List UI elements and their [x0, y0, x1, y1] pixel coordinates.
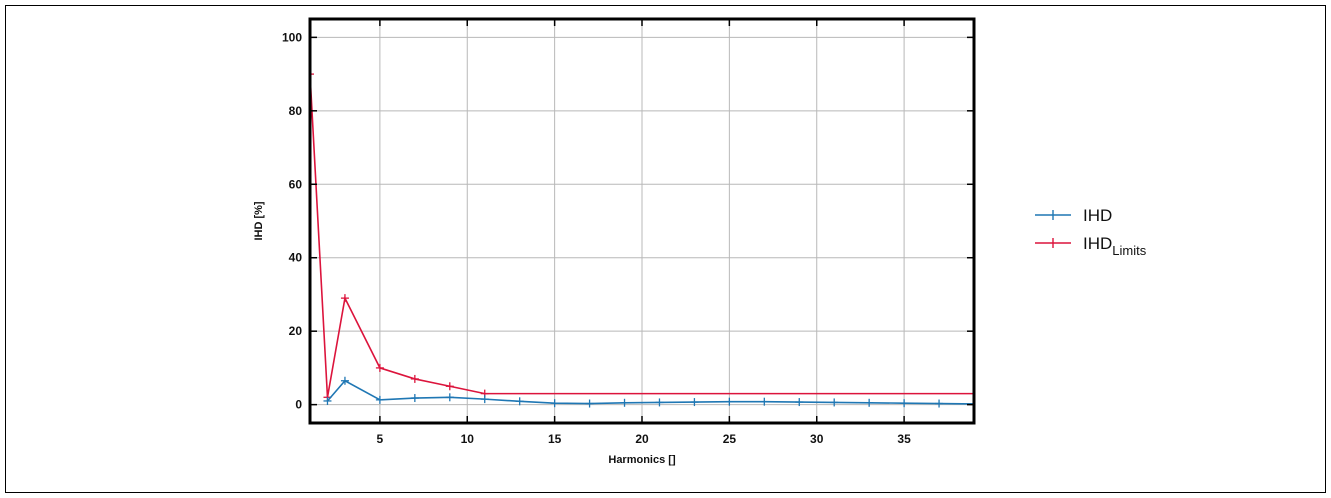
legend-label: IHDLimits: [1083, 234, 1147, 258]
ihd-point: [410, 394, 419, 403]
ihd-limits-point: [445, 382, 454, 391]
ihd-point: [323, 396, 332, 405]
ihd-point: [760, 397, 769, 406]
legend-label-subscript: Limits: [1112, 243, 1146, 258]
ihd-point: [515, 397, 524, 406]
legend-label-text: IHD: [1083, 206, 1112, 225]
ihd-limits-point: [340, 294, 349, 303]
ihd-point: [725, 397, 734, 406]
legend-item-ihd: IHD: [1035, 206, 1112, 225]
x-axis-title: Harmonics []: [608, 454, 676, 466]
ihd-point: [340, 376, 349, 385]
ihd-point: [690, 398, 699, 407]
ihd-limits-point: [410, 374, 419, 383]
ihd-point: [900, 399, 909, 408]
x-tick-label: 20: [635, 432, 649, 446]
ihd-point: [795, 398, 804, 407]
series-layer: [310, 70, 974, 408]
x-tick-label: 5: [377, 432, 384, 446]
series-ihd-limits: [310, 70, 974, 402]
y-tick-label: 20: [289, 324, 303, 338]
y-tick-label: 60: [289, 177, 303, 191]
ihd-point: [375, 395, 384, 404]
legend-label-text: IHD: [1083, 234, 1112, 253]
ihd-point: [865, 398, 874, 407]
ihd-point: [585, 399, 594, 408]
y-tick-label: 0: [295, 398, 302, 412]
legend-item-ihd-limits: IHDLimits: [1035, 234, 1147, 258]
y-tick-label: 100: [282, 30, 302, 44]
axis-ticks: 5 10 15 20 25 30 35 0 20 40 60 80 100: [282, 19, 974, 446]
series-ihd: [323, 376, 974, 408]
ihd-point: [480, 395, 489, 404]
y-tick-label: 80: [289, 104, 303, 118]
ihd-point: [445, 393, 454, 402]
ihd-point: [935, 399, 944, 408]
legend-label: IHD: [1083, 206, 1112, 225]
ihd-limits-point: [375, 363, 384, 372]
x-tick-label: 35: [897, 432, 911, 446]
grid-lines: [310, 19, 974, 423]
x-tick-label: 30: [810, 432, 824, 446]
ihd-point: [550, 399, 559, 408]
ihd-limits-line: [310, 74, 974, 398]
x-tick-label: 10: [461, 432, 475, 446]
figure-frame: [5, 5, 1326, 493]
y-axis-title: IHD [%]: [253, 201, 265, 240]
ihd-point: [830, 398, 839, 407]
x-tick-label: 15: [548, 432, 562, 446]
ihd-point: [620, 398, 629, 407]
ihd-point: [655, 398, 664, 407]
ihd-limits-point: [310, 70, 314, 79]
x-tick-label: 25: [723, 432, 737, 446]
ihd-line: [326, 379, 974, 405]
y-tick-label: 40: [289, 251, 303, 265]
